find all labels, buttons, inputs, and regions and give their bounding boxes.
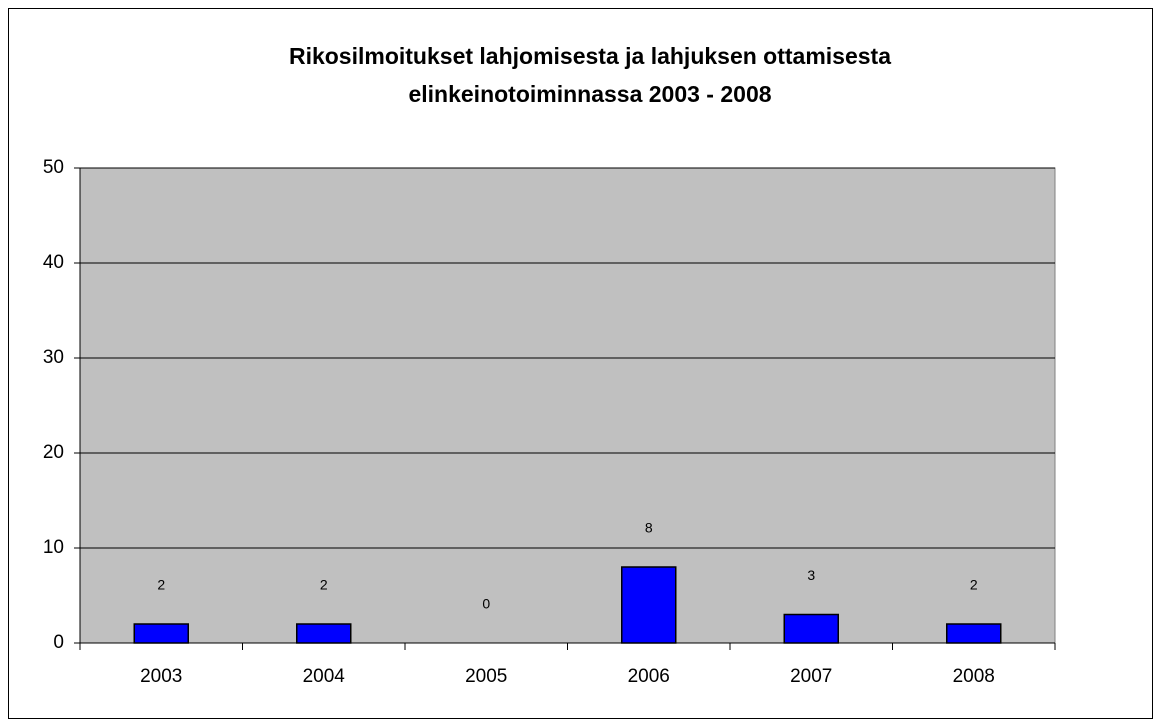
bar (133, 623, 189, 644)
y-tick-label: 30 (43, 347, 64, 368)
value-label: 2 (320, 577, 328, 593)
plot-area (79, 167, 1056, 644)
value-label: 2 (970, 577, 978, 593)
bar (296, 623, 352, 644)
x-tick-label: 2008 (953, 666, 995, 687)
x-tick-label: 2006 (628, 666, 670, 687)
y-tick-label: 20 (43, 442, 64, 463)
x-tick-label: 2007 (790, 666, 832, 687)
chart-title: Rikosilmoitukset lahjomisesta ja lahjuks… (289, 43, 891, 69)
value-label: 0 (482, 596, 490, 612)
y-tick-label: 10 (43, 537, 64, 558)
value-label: 8 (645, 520, 653, 536)
y-tick-label: 40 (43, 252, 64, 273)
x-tick-label: 2005 (465, 666, 507, 687)
y-tick-label: 50 (43, 157, 64, 178)
bar (621, 566, 677, 644)
chart-title: elinkeinotoiminnassa 2003 - 2008 (408, 81, 771, 107)
value-label: 3 (807, 567, 815, 583)
x-tick-label: 2004 (303, 666, 346, 687)
bar (946, 623, 1002, 644)
value-label: 2 (157, 577, 165, 593)
x-tick-label: 2003 (140, 666, 182, 687)
bar (783, 613, 839, 644)
y-tick-label: 0 (53, 632, 64, 653)
